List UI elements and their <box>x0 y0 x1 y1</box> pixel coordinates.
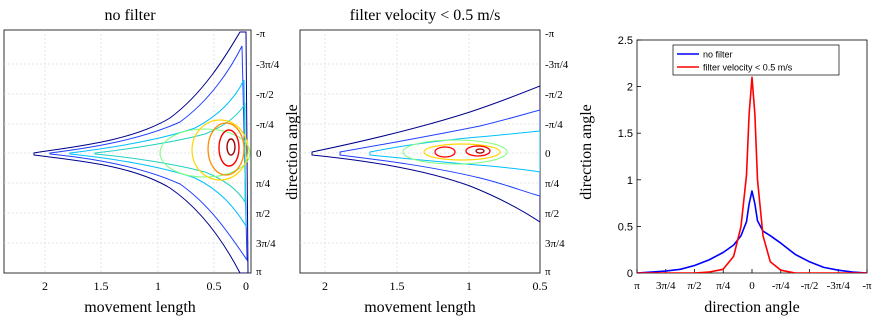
middle-angle-tick-7: 3π/4 <box>545 238 565 250</box>
left-angle-tick-1: -3π/4 <box>256 59 280 71</box>
middle-angle-tick-3: -π/4 <box>545 119 563 131</box>
middle-xtick-2: 1 <box>466 279 472 293</box>
right-xtick-label-3: π/4 <box>716 280 731 292</box>
middle-panel-title: filter velocity < 0.5 m/s <box>350 7 501 24</box>
right-ytick-label-5: 2.5 <box>618 35 633 47</box>
right-series-line-1 <box>637 76 867 273</box>
left-angle-tick-6: π/2 <box>256 208 270 220</box>
middle-angle-tick-1: -3π/4 <box>545 59 569 71</box>
middle-x-tick-labels: 2 1.5 1 0.5 <box>322 279 548 293</box>
left-angle-tick-7: 3π/4 <box>256 238 276 250</box>
right-xtick-label-1: 3π/4 <box>656 280 676 292</box>
left-contours <box>33 31 251 273</box>
middle-angle-tick-2: -π/2 <box>545 89 563 101</box>
middle-angle-tick-8: π <box>545 266 551 278</box>
legend-label-0: no filter <box>703 50 733 60</box>
middle-angle-tick-6: π/2 <box>545 208 559 220</box>
middle-angle-tick-5: π/4 <box>545 178 560 190</box>
right-series-lines <box>637 76 867 273</box>
left-x-axis-label: movement length <box>84 299 196 316</box>
middle-x-axis-label: movement length <box>364 299 476 316</box>
left-angle-tick-5: π/4 <box>256 178 271 190</box>
right-xtick-label-0: π <box>634 280 640 292</box>
left-xtick-2: 1 <box>155 279 161 293</box>
right-xtick-label-5: -π/4 <box>772 280 790 292</box>
middle-xtick-0: 2 <box>322 279 328 293</box>
legend-label-1: filter velocity < 0.5 m/s <box>703 63 793 73</box>
middle-xtick-1: 1.5 <box>390 279 405 293</box>
right-y-ticks: 0 0.5 1 1.5 2 2.5 <box>618 35 641 280</box>
right-xtick-label-6: -π/2 <box>801 280 819 292</box>
right-ytick-label-2: 1 <box>627 175 633 187</box>
middle-angle-tick-labels: -π -3π/4 -π/2 -π/4 0 π/4 π/2 3π/4 π <box>545 28 569 278</box>
middle-angle-tick-0: -π <box>545 28 555 40</box>
left-panel-title: no filter <box>104 7 156 24</box>
right-line-panel: 0 0.5 1 1.5 2 2.5 π 3π/4 π/2 π/4 0 -π/4 -π/2 -3π/4 -π… <box>618 35 872 316</box>
left-xtick-0: 2 <box>42 279 48 293</box>
right-xtick-label-8: -π <box>862 280 872 292</box>
left-xtick-1: 1.5 <box>94 279 109 293</box>
legend-box <box>672 44 840 76</box>
right-ytick-label-1: 0.5 <box>618 221 633 233</box>
left-heatmap-panel: no filter 2 1.5 1 0.5 0 <box>3 7 301 316</box>
middle-angle-tick-4: 0 <box>545 148 551 160</box>
middle-contours <box>311 85 540 223</box>
right-xtick-label-2: π/2 <box>687 280 701 292</box>
middle-angle-axis-label: direction angle <box>578 104 595 200</box>
left-x-tick-labels: 2 1.5 1 0.5 0 <box>42 279 249 293</box>
right-xtick-label-4: 0 <box>749 280 755 292</box>
left-angle-tick-8: π <box>256 266 262 278</box>
right-legend: no filter filter velocity < 0.5 m/s <box>672 44 840 76</box>
left-angle-tick-labels: -π -3π/4 -π/2 -π/4 0 π/4 π/2 3π/4 π <box>256 28 280 278</box>
left-grid <box>4 30 251 273</box>
right-ytick-label-3: 1.5 <box>618 128 633 140</box>
left-angle-tick-0: -π <box>256 28 266 40</box>
middle-xtick-3: 0.5 <box>533 279 548 293</box>
left-xtick-3: 0.5 <box>207 279 222 293</box>
left-xtick-4: 0 <box>243 279 249 293</box>
left-angle-axis-label: direction angle <box>284 104 301 200</box>
right-xtick-label-7: -3π/4 <box>827 280 851 292</box>
right-ytick-label-0: 0 <box>627 268 633 280</box>
middle-heatmap-panel: filter velocity < 0.5 m/s 2 1.5 1 0.5 m <box>299 7 595 316</box>
right-x-axis-label: direction angle <box>704 299 800 316</box>
right-series-line-0 <box>637 190 867 273</box>
left-angle-tick-3: -π/4 <box>256 119 274 131</box>
left-angle-tick-4: 0 <box>256 148 262 160</box>
right-ytick-label-4: 2 <box>627 82 633 94</box>
left-angle-tick-2: -π/2 <box>256 89 274 101</box>
right-x-ticks: π 3π/4 π/2 π/4 0 -π/4 -π/2 -3π/4 -π <box>634 269 872 292</box>
